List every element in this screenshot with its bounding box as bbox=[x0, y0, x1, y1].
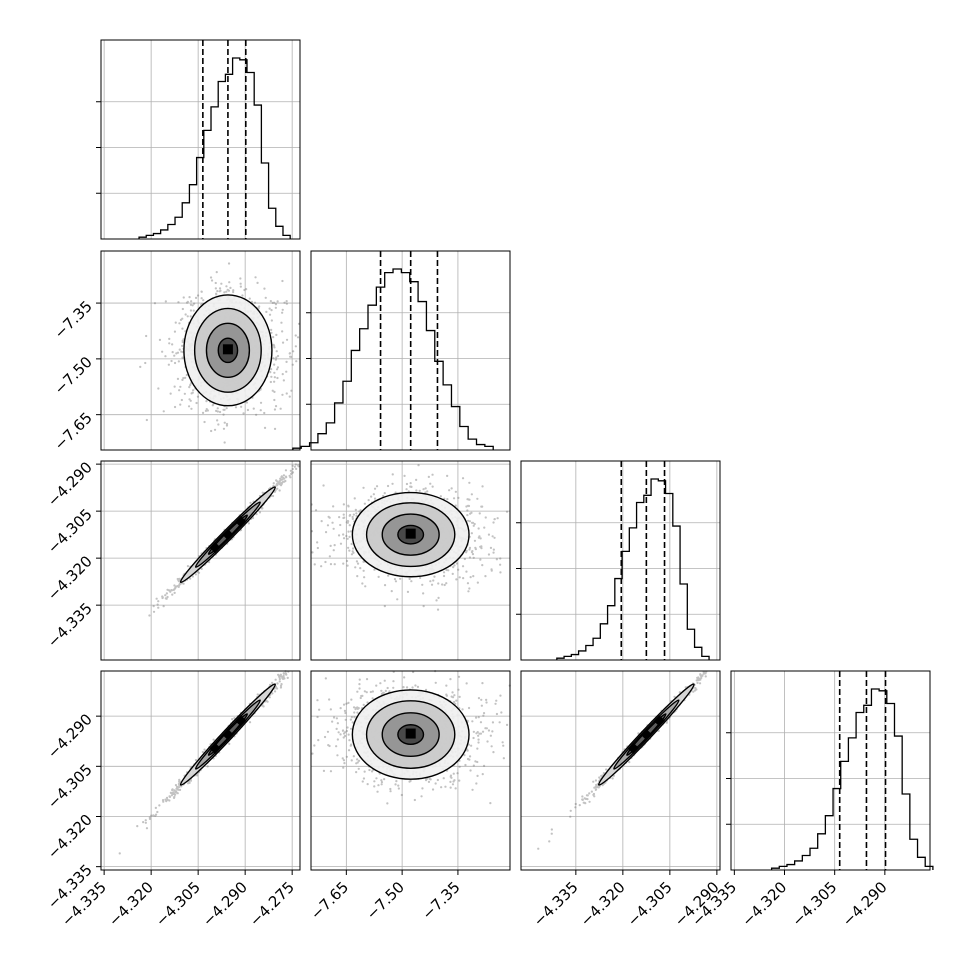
y-tick-label: −4.320 bbox=[44, 552, 96, 604]
panel-p2-p0: −4.335−4.320−4.305−4.290 bbox=[44, 458, 301, 661]
x-tick-label: −4.320 bbox=[738, 878, 790, 930]
x-tick-label: −4.305 bbox=[152, 878, 204, 930]
density-peak-2 bbox=[235, 516, 247, 528]
panel-frame bbox=[100, 39, 301, 240]
histogram-p2 bbox=[556, 478, 710, 660]
panel-bg bbox=[521, 671, 720, 870]
density-peak-1 bbox=[222, 728, 234, 741]
panel-p1-p1 bbox=[292, 250, 511, 451]
panel-p2-p2 bbox=[516, 460, 721, 661]
panel-bg bbox=[101, 671, 300, 870]
density-contours bbox=[179, 683, 276, 786]
density-peak-2 bbox=[653, 715, 665, 727]
density-peak-1 bbox=[222, 528, 234, 541]
density-peak-2 bbox=[235, 715, 247, 727]
y-tick-label: −4.290 bbox=[44, 458, 96, 510]
panel-p0-p0 bbox=[96, 39, 301, 240]
panel-frame bbox=[100, 670, 301, 871]
panel-p1-p0: −7.65 −7.50 −7.35 bbox=[51, 250, 301, 454]
x-tick-label: −4.290 bbox=[839, 878, 891, 930]
panel-frame bbox=[100, 250, 301, 451]
x-tick-label: −4.275 bbox=[246, 878, 298, 930]
density-peak bbox=[222, 344, 233, 355]
density-peak-0 bbox=[209, 742, 221, 754]
density-contours bbox=[597, 683, 695, 786]
y-tick-label: −7.50 bbox=[51, 353, 96, 398]
y-tick-label: −4.305 bbox=[44, 760, 96, 812]
x-tick-label: −4.335 bbox=[530, 878, 582, 930]
panel-p3-p3: −4.335−4.320−4.305−4.290 bbox=[688, 670, 934, 930]
panel-frame bbox=[310, 670, 511, 871]
panel-bg bbox=[101, 40, 300, 239]
panel-p3-p0: −4.335−4.320−4.305−4.290−4.335−4.320−4.3… bbox=[44, 670, 301, 930]
x-tick-label: −7.65 bbox=[307, 878, 352, 923]
x-tick-label: −4.305 bbox=[624, 878, 676, 930]
panel-frame bbox=[520, 670, 721, 871]
x-tick-label: −4.290 bbox=[199, 878, 251, 930]
panel-frame bbox=[100, 460, 301, 661]
y-tick-label: −7.35 bbox=[51, 297, 96, 342]
y-tick-label: −4.335 bbox=[44, 599, 96, 651]
y-tick-label: −4.290 bbox=[44, 710, 96, 762]
density-peak-0 bbox=[627, 742, 640, 754]
y-tick-label: −4.320 bbox=[44, 811, 96, 863]
x-tick-label: −7.50 bbox=[363, 878, 408, 923]
histogram-p3 bbox=[770, 688, 934, 870]
panel-p2-p1 bbox=[310, 460, 511, 661]
x-tick-label: −4.320 bbox=[105, 878, 157, 930]
panel-p3-p1: −7.65 −7.50 −7.35 bbox=[307, 670, 511, 923]
histogram-p0 bbox=[138, 57, 291, 239]
density-contours bbox=[179, 486, 276, 584]
x-tick-label: −4.320 bbox=[577, 878, 629, 930]
density-peak-0 bbox=[209, 541, 221, 554]
y-tick-label: −4.305 bbox=[44, 505, 96, 557]
x-tick-label: −7.35 bbox=[419, 878, 464, 923]
histogram-p1 bbox=[292, 268, 494, 450]
y-tick-label: −7.65 bbox=[51, 409, 96, 454]
density-peak bbox=[405, 528, 416, 539]
panel-p3-p2: −4.335−4.320−4.305−4.290 bbox=[520, 670, 723, 930]
panel-bg bbox=[731, 671, 930, 870]
panel-frame bbox=[520, 460, 721, 661]
x-tick-label: −4.305 bbox=[789, 878, 841, 930]
density-peak-1 bbox=[640, 728, 653, 741]
panel-frame bbox=[730, 670, 931, 871]
panel-frame bbox=[310, 250, 511, 451]
panel-frame bbox=[310, 460, 511, 661]
density-peak bbox=[405, 728, 416, 739]
